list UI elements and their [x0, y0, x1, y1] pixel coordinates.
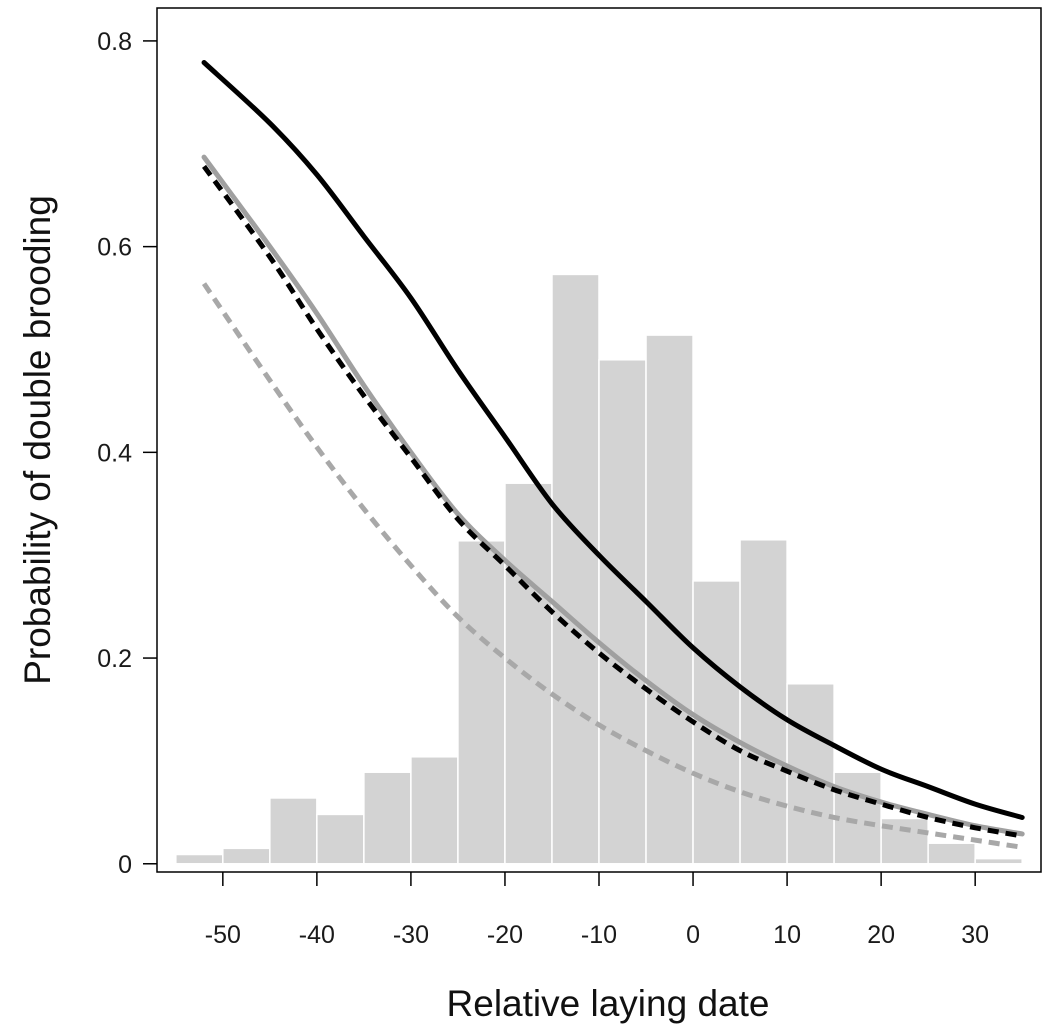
x-tick-label: 20: [867, 921, 895, 949]
dashed-curve-grey: [201, 282, 1023, 850]
x-tick-label: -20: [487, 921, 523, 949]
histogram-bar: [833, 771, 882, 865]
histogram-bar: [974, 857, 1023, 865]
histogram-bar: [692, 580, 741, 865]
y-axis-title: Probability of double brooding: [17, 195, 58, 685]
histogram-bar: [927, 842, 976, 865]
x-tick-label: 10: [773, 921, 801, 949]
x-tick-label: 0: [686, 921, 700, 949]
x-axis: -50 -40 -30 -20 -10 0 10 20 30: [205, 872, 989, 949]
y-axis: 0 0.2 0.4 0.6 0.8: [97, 28, 157, 879]
x-tick-label: 30: [961, 921, 989, 949]
x-tick-label: -10: [581, 921, 617, 949]
y-tick-label: 0.8: [97, 28, 132, 56]
histogram-bar: [598, 359, 647, 865]
y-tick-label: 0.2: [97, 645, 132, 673]
solid-curve-black: [201, 60, 1025, 820]
y-tick-label: 0: [118, 851, 132, 879]
histogram-bar: [222, 847, 271, 865]
histogram-bar: [551, 273, 600, 865]
histogram-bar: [410, 756, 459, 865]
histogram-bar: [645, 334, 694, 865]
x-axis-title: Relative laying date: [447, 983, 770, 1024]
histogram-bar: [786, 683, 835, 865]
solid-curve-grey: [201, 154, 1025, 837]
histogram-bar: [363, 771, 412, 865]
y-tick-label: 0.4: [97, 439, 132, 467]
x-tick-label: -30: [393, 921, 429, 949]
probability-curves: [201, 60, 1025, 850]
histogram-bar: [269, 797, 318, 865]
y-tick-label: 0.6: [97, 234, 132, 262]
histogram-bar: [504, 482, 553, 865]
x-tick-label: -50: [205, 921, 241, 949]
histogram-bar: [175, 853, 224, 865]
x-tick-label: -40: [299, 921, 335, 949]
histogram-bars: [175, 273, 1023, 865]
histogram-bar: [316, 813, 365, 865]
histogram-bar: [457, 540, 506, 865]
